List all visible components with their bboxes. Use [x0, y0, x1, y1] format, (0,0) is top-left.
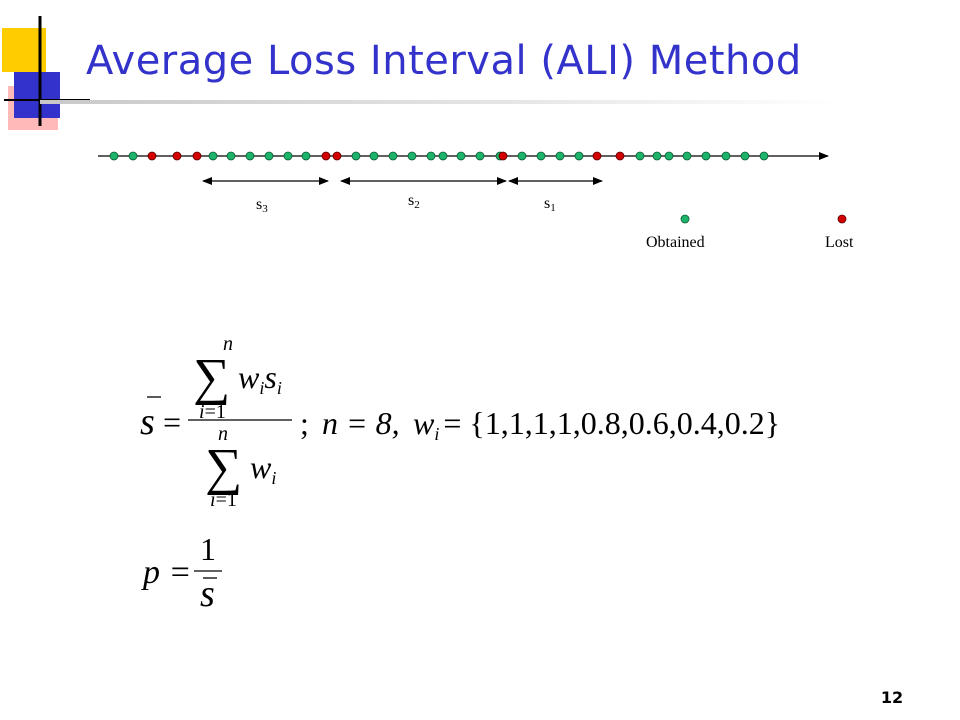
numerator-lower-limit: i=1 [199, 401, 226, 423]
s-bar-symbol: s [140, 401, 155, 443]
obtained-packet [226, 151, 236, 161]
slide-title: Average Loss Interval (ALI) Method [86, 38, 802, 84]
obtained-packet [759, 151, 769, 161]
lost-packet [592, 151, 602, 161]
denominator-lower-limit: i=1 [210, 489, 237, 511]
denominator-upper-limit: n [218, 423, 228, 445]
obtained-packet [426, 151, 436, 161]
obtained-packet [407, 151, 417, 161]
obtained-packet [682, 151, 692, 161]
semicolon: ; [300, 405, 309, 441]
obtained-packet [369, 151, 379, 161]
lost-packet [192, 151, 202, 161]
numerator-sum-symbol: ∑ [193, 349, 230, 406]
p-denominator: s [200, 573, 215, 615]
numerator-upper-limit: n [223, 333, 233, 355]
interval-s2-label: s2 [408, 192, 420, 211]
obtained-packet [301, 151, 311, 161]
weights-definition: wi = {1,1,1,1,0.8,0.6,0.4,0.2} [413, 405, 780, 444]
legend-obtained-label: Obtained [646, 234, 705, 251]
lost-packet [615, 151, 625, 161]
obtained-packet [635, 151, 645, 161]
obtained-packet [283, 151, 293, 161]
corner-decoration [2, 16, 90, 130]
obtained-packet [128, 151, 138, 161]
obtained-packet [740, 151, 750, 161]
numerator-term: wisi [238, 359, 282, 398]
obtained-packet [574, 151, 584, 161]
obtained-packet [721, 151, 731, 161]
obtained-packet [475, 151, 485, 161]
title-underline [40, 100, 840, 104]
equals-sign: = [163, 404, 181, 440]
packet-sequence [109, 151, 769, 161]
obtained-packet [351, 151, 361, 161]
lost-packet [147, 151, 157, 161]
interval-s1-label: s1 [544, 195, 556, 214]
page-number: 12 [880, 688, 904, 707]
denominator-sum-symbol: ∑ [205, 439, 242, 496]
n-definition: n = 8, [322, 405, 400, 441]
lost-packet [321, 151, 331, 161]
denominator-term: wi [250, 449, 276, 488]
obtained-packet [388, 151, 398, 161]
p-equals: p = [141, 554, 191, 591]
legend-lost-label: Lost [825, 234, 854, 251]
obtained-packet [517, 151, 527, 161]
obtained-packet [456, 151, 466, 161]
legend-lost-marker [837, 214, 847, 224]
obtained-packet [664, 151, 674, 161]
obtained-packet [208, 151, 218, 161]
lost-packet [498, 151, 508, 161]
average-interval-formula: s = n ∑ wisi i=1 n ∑ wi i=1 ; n = 8, wi =… [140, 333, 780, 511]
interval-s3-label: s3 [256, 196, 268, 215]
legend-obtained-marker [680, 214, 690, 224]
obtained-packet [109, 151, 119, 161]
lost-packet [172, 151, 182, 161]
obtained-packet [555, 151, 565, 161]
obtained-packet [652, 151, 662, 161]
p-numerator: 1 [200, 531, 216, 567]
obtained-packet [438, 151, 448, 161]
lost-packet [332, 151, 342, 161]
obtained-packet [264, 151, 274, 161]
obtained-packet [245, 151, 255, 161]
obtained-packet [701, 151, 711, 161]
obtained-packet [536, 151, 546, 161]
deco-blue-square [14, 72, 60, 118]
loss-probability-formula: p = 1 s [141, 531, 222, 615]
